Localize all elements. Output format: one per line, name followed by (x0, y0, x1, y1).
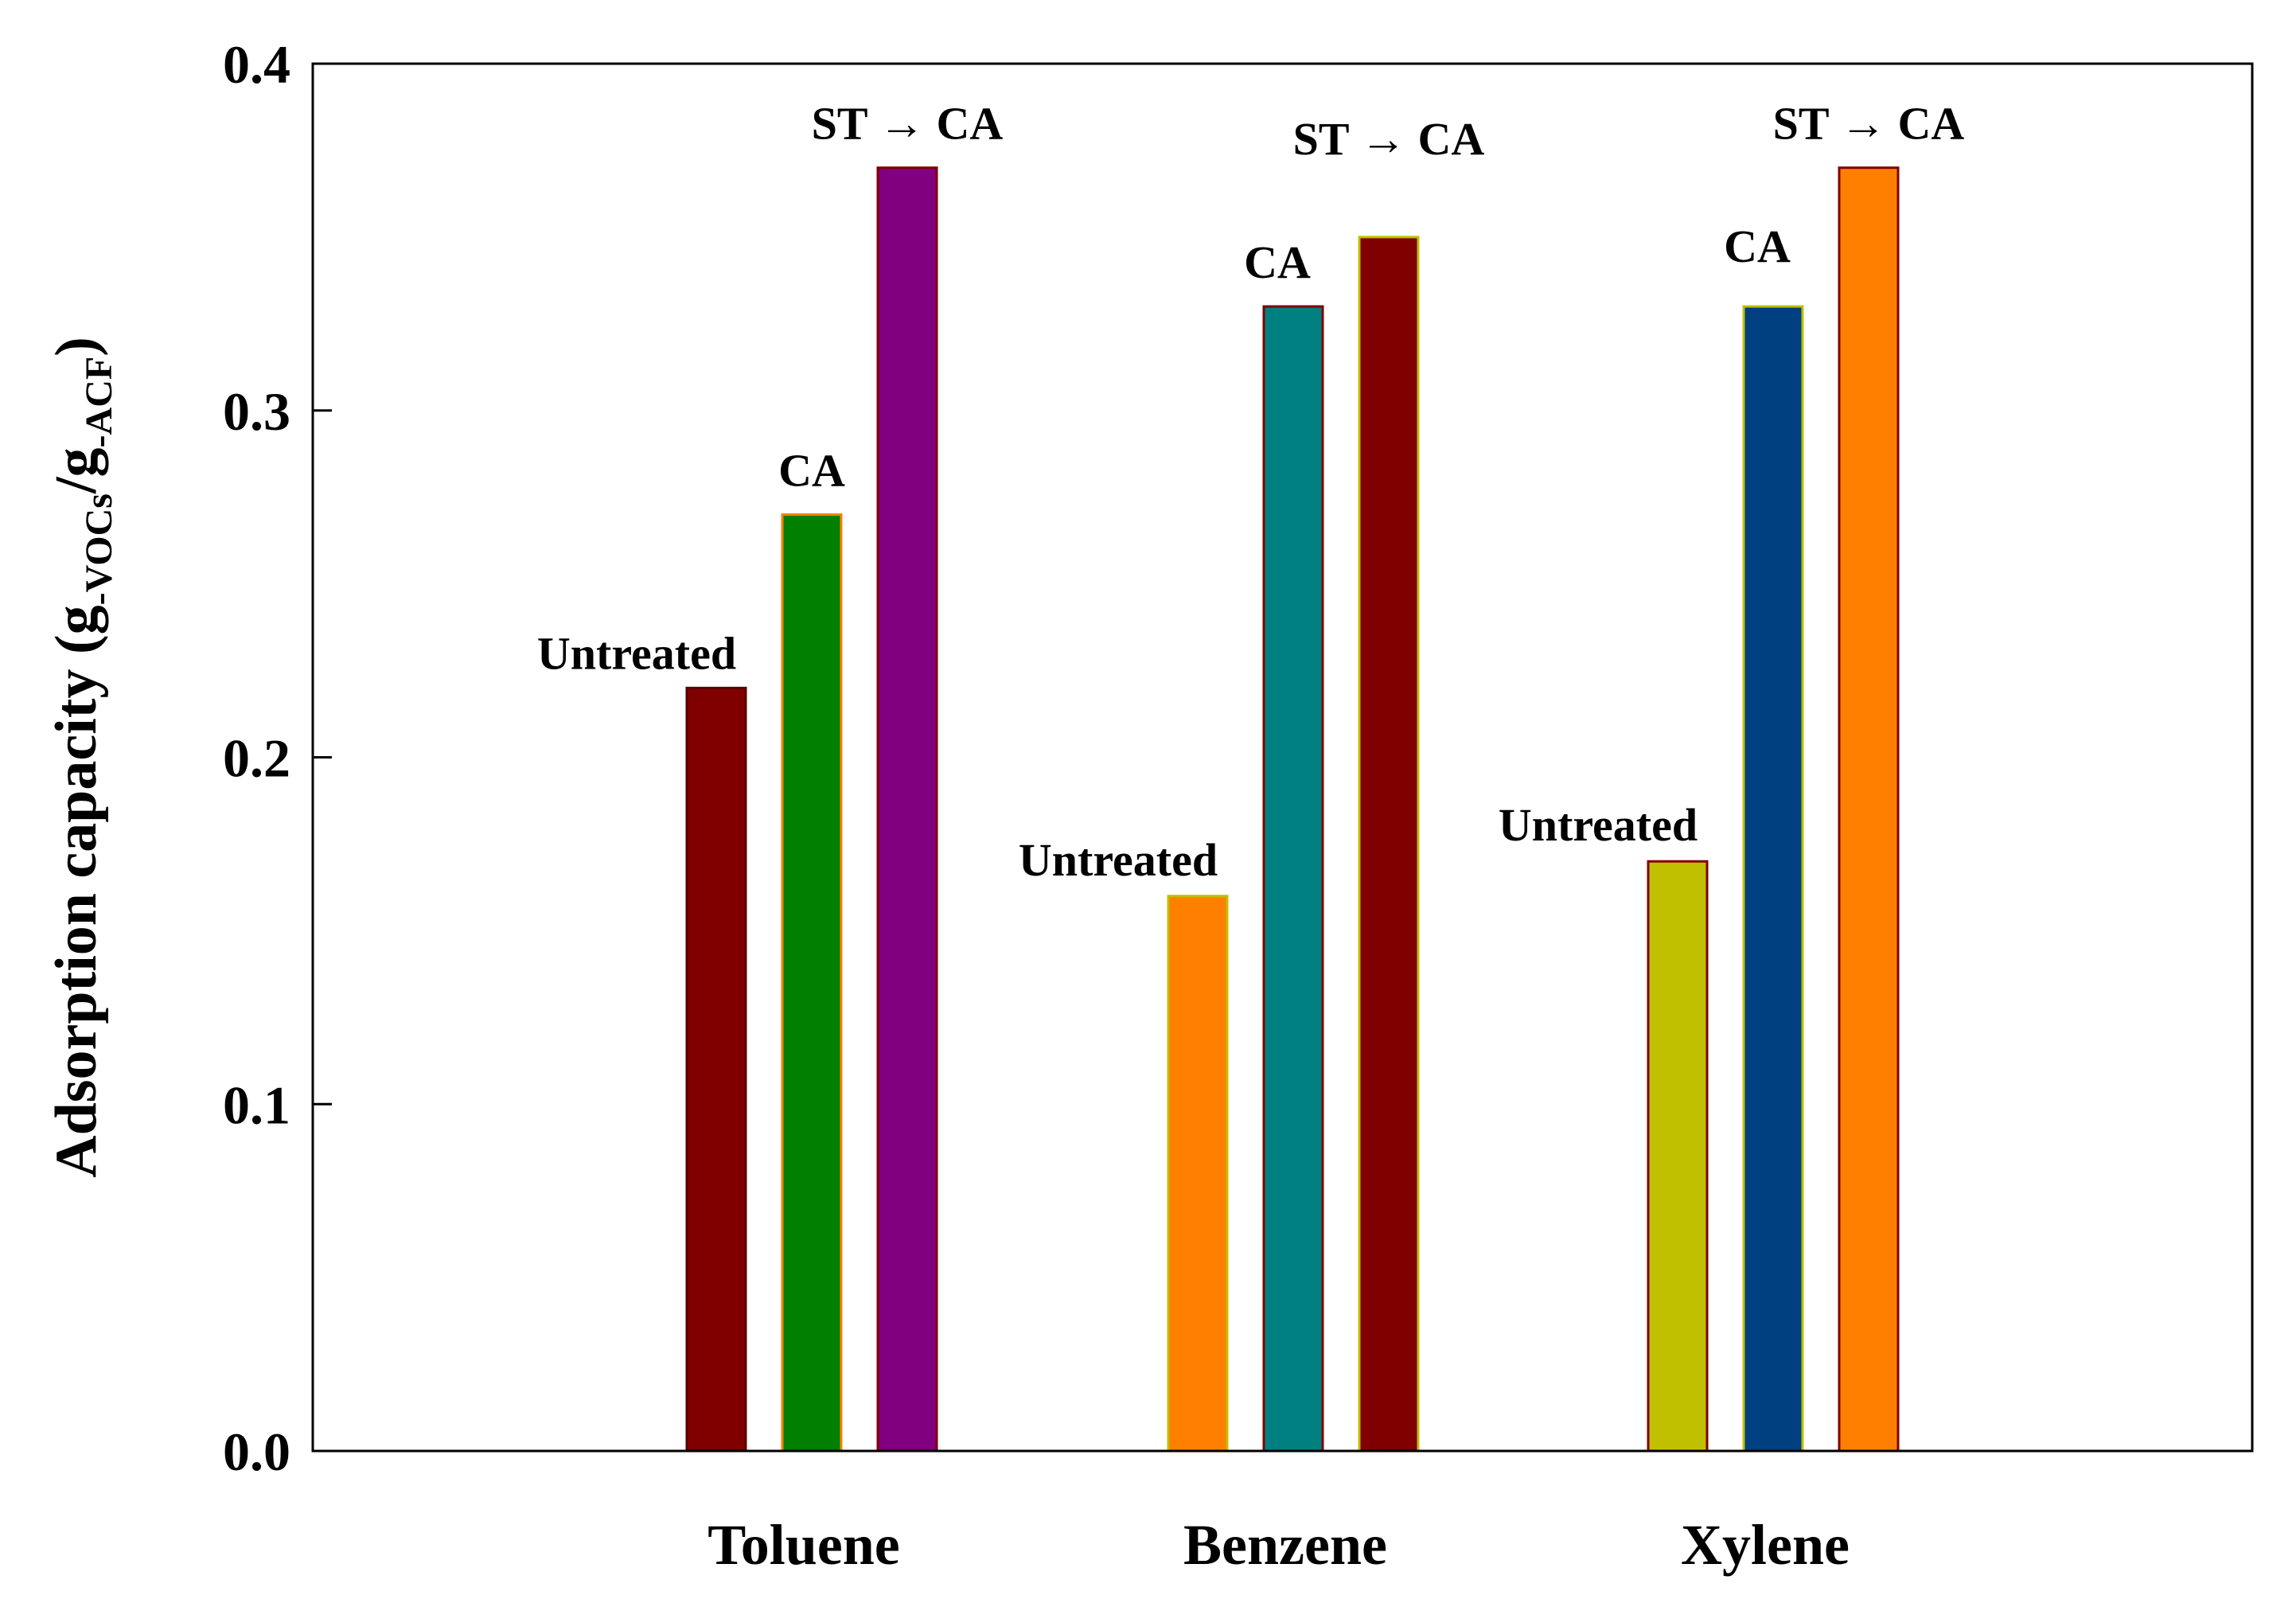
y-axis-title: Adsorption capacity (g-VOCs/g-ACF) (44, 337, 120, 1178)
bar-xylene-3 (1838, 166, 1900, 1453)
bar-benzene-1 (1167, 895, 1229, 1453)
x-axis-category-labels: Toluene Benzene Xylene (708, 1513, 1850, 1577)
bar-label-xylene-1: Untreated (1499, 799, 1698, 851)
bar-xylene-1 (1647, 860, 1709, 1453)
bar-label-benzene-1: Untreated (1019, 834, 1218, 886)
x-category-label: Benzene (1183, 1513, 1387, 1577)
bar-toluene-1 (685, 686, 747, 1453)
bar-label-xylene-3: ST → CA (1773, 98, 1965, 150)
y-tick-label: 0.1 (223, 1074, 290, 1135)
bar-labels-layer: Untreated CA ST → CA Untreated CA ST → CA Untr… (537, 98, 1965, 886)
y-tick-label: 0.3 (223, 381, 290, 442)
bars-layer (685, 166, 1900, 1453)
y-axis-title-group: Adsorption capacity (g-VOCs/g-ACF) (44, 337, 120, 1178)
bar-benzene-3 (1358, 236, 1420, 1453)
y-tick-label: 0.2 (223, 728, 290, 789)
bar-xylene-2 (1742, 305, 1804, 1453)
y-axis-title-prefix: Adsorption capacity (g (44, 605, 109, 1177)
bar-toluene-2 (781, 513, 843, 1453)
y-axis-ticks: 0.0 0.1 0.2 0.3 0.4 (223, 34, 332, 1482)
y-tick-label: 0.0 (223, 1422, 290, 1482)
bar-label-benzene-3: ST → CA (1293, 113, 1485, 165)
x-category-label: Xylene (1681, 1513, 1850, 1577)
y-tick-label: 0.4 (223, 34, 290, 95)
bar-label-toluene-2: CA (778, 444, 845, 496)
bar-benzene-2 (1262, 305, 1324, 1453)
bar-label-xylene-2: CA (1724, 220, 1791, 272)
bar-label-toluene-3: ST → CA (812, 98, 1004, 150)
x-category-label: Toluene (708, 1513, 899, 1577)
bar-label-benzene-2: CA (1244, 236, 1311, 288)
y-axis-title-suffix: ) (44, 337, 109, 357)
bar-label-toluene-1: Untreated (537, 627, 736, 679)
bar-toluene-3 (876, 166, 938, 1453)
y-axis-title-mid: /g (44, 447, 109, 494)
y-axis-title-sub2: -ACF (78, 357, 120, 448)
y-axis-title-sub1: -VOCs (78, 493, 120, 605)
